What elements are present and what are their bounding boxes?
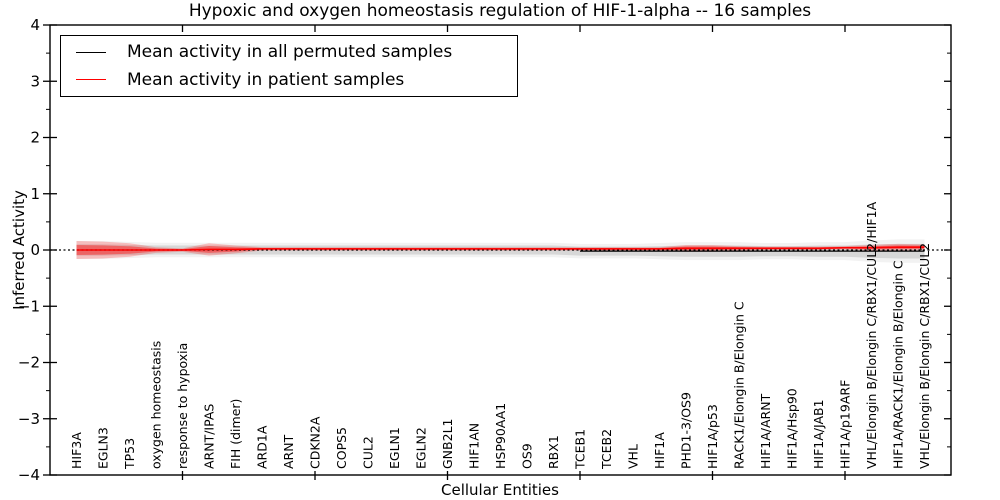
x-tick-label: VHL/Elongin B/Elongin C/RBX1/CUL2 — [917, 243, 932, 469]
x-tick-label: ARD1A — [255, 425, 270, 469]
x-tick-label: EGLN2 — [414, 427, 429, 469]
x-tick-label: COPS5 — [334, 427, 349, 469]
x-tick-label: HIF1A/ARNT — [758, 393, 773, 469]
y-tick-label: 3 — [30, 72, 40, 90]
band-permuted-inner — [76, 243, 925, 259]
x-tick-label: oxygen homeostasis — [149, 341, 164, 469]
x-tick-label: response to hypoxia — [175, 343, 190, 469]
x-tick-label: HIF1A/p19ARF — [838, 380, 853, 469]
x-tick-label: TCEB2 — [599, 429, 614, 470]
y-tick-label: 0 — [30, 241, 40, 259]
x-tick-label: CDKN2A — [308, 416, 323, 469]
patient-mean-line — [76, 246, 925, 251]
x-tick-label: RBX1 — [546, 435, 561, 469]
x-tick-label: VHL/Elongin B/Elongin C/RBX1/CUL2/HIF1A — [864, 201, 879, 469]
x-tick-label: CUL2 — [361, 436, 376, 469]
legend: Mean activity in all permuted samples Me… — [60, 35, 518, 97]
y-tick-label: −1 — [18, 297, 40, 315]
x-tick-label: HIF1A/JAB1 — [811, 399, 826, 469]
x-tick-label: OS9 — [520, 443, 535, 469]
y-tick-label: −4 — [18, 466, 40, 484]
x-tick-label: VHL — [626, 444, 641, 469]
y-tick-label: 2 — [30, 129, 40, 147]
y-axis-label: Inferred Activity — [10, 190, 28, 310]
x-tick-label: HIF1A — [652, 432, 667, 469]
x-tick-label: HIF3A — [69, 432, 84, 469]
x-tick-label: GNB2L1 — [440, 419, 455, 469]
x-tick-label: TCEB1 — [573, 429, 588, 470]
x-tick-label: EGLN3 — [96, 427, 111, 469]
x-tick-label: HIF1A/Hsp90 — [785, 388, 800, 469]
legend-label-patient: Mean activity in patient samples — [127, 69, 405, 90]
y-tick-label: −2 — [18, 354, 40, 372]
legend-item-permuted: Mean activity in all permuted samples — [61, 39, 517, 65]
x-tick-label: PHD1-3/OS9 — [679, 392, 694, 469]
x-tick-label: HIF1A/RACK1/Elongin B/Elongin C — [891, 260, 906, 469]
x-tick-label: RACK1/Elongin B/Elongin C — [732, 301, 747, 469]
x-tick-label: TP53 — [122, 438, 137, 470]
x-tick-label: ARNT — [281, 434, 296, 469]
x-tick-label: HSP90AA1 — [493, 403, 508, 469]
x-tick-label: EGLN1 — [387, 427, 402, 469]
x-tick-label: HIF1AN — [467, 423, 482, 469]
x-axis-label: Cellular Entities — [441, 481, 559, 499]
legend-item-patient: Mean activity in patient samples — [61, 67, 517, 93]
y-tick-label: −3 — [18, 410, 40, 428]
x-tick-label: FIH (dimer) — [228, 399, 243, 469]
legend-label-permuted: Mean activity in all permuted samples — [127, 42, 453, 63]
x-tick-label: HIF1A/p53 — [705, 404, 720, 469]
y-tick-label: 1 — [30, 185, 40, 203]
legend-line-permuted-swatch — [76, 51, 106, 53]
band-permuted-outer — [76, 239, 925, 263]
y-tick-label: 4 — [30, 16, 40, 34]
x-tick-label: ARNT/IPAS — [202, 404, 217, 469]
chart-title: Hypoxic and oxygen homeostasis regulatio… — [188, 1, 812, 21]
legend-line-patient-swatch — [76, 79, 106, 81]
